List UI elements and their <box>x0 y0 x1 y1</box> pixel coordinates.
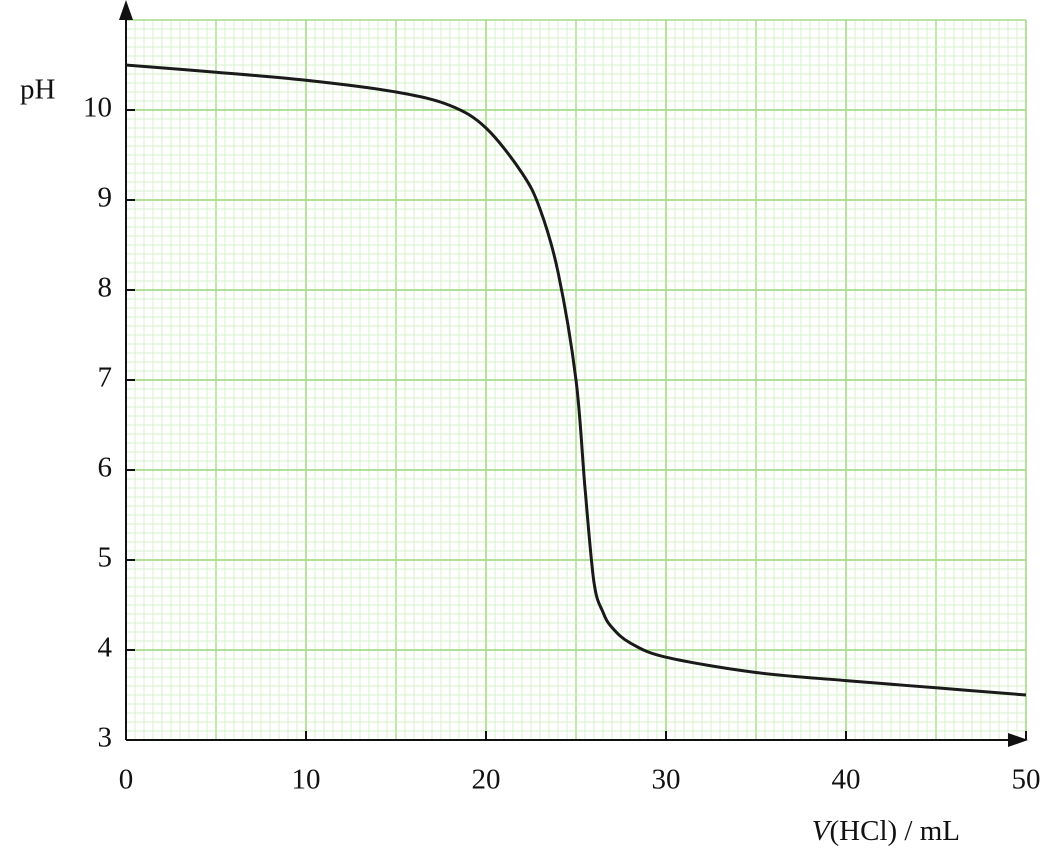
grid <box>125 19 1027 741</box>
x-tick-label: 10 <box>292 764 321 796</box>
y-axis-label: pH <box>20 74 56 106</box>
x-axis-arrow <box>1008 733 1028 747</box>
y-tick-label: 6 <box>98 452 113 484</box>
x-tick-label: 40 <box>832 764 861 796</box>
x-axis-label: V(HCl) / mL <box>812 815 960 847</box>
y-tick-label: 3 <box>98 722 113 754</box>
x-tick-label: 30 <box>652 764 681 796</box>
x-tick-label: 50 <box>1012 764 1041 796</box>
y-tick-label: 10 <box>83 92 112 124</box>
x-tick-label: 20 <box>472 764 501 796</box>
y-tick-label: 4 <box>98 632 113 664</box>
y-tick-label: 5 <box>98 542 113 574</box>
y-tick-label: 9 <box>98 182 113 214</box>
line <box>125 63 1027 697</box>
y-tick-label: 7 <box>98 362 113 394</box>
y-tick-label: 8 <box>98 272 113 304</box>
y-axis-arrow <box>119 0 133 20</box>
x-tick-label: 0 <box>119 764 134 796</box>
